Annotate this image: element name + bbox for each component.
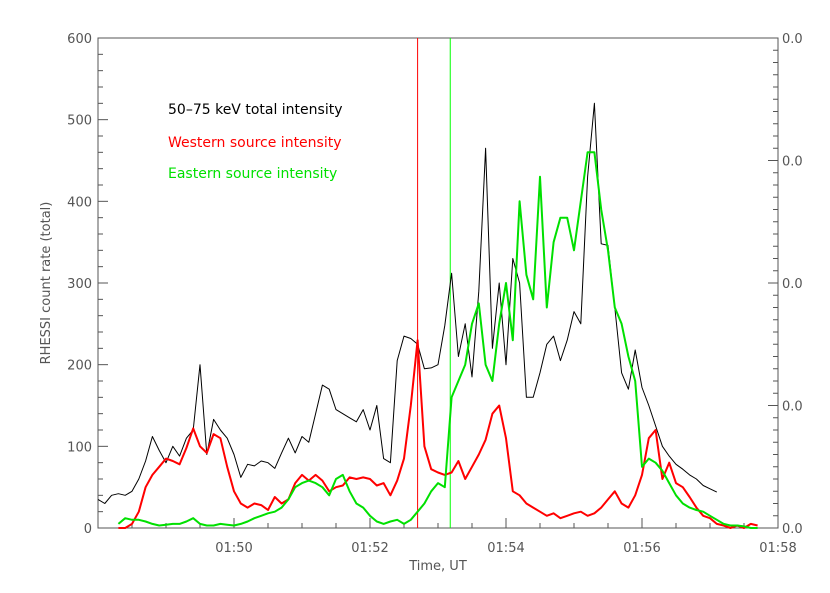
series-line-2 — [117, 151, 758, 529]
right-axis-ticks: 0.0 0.0 0.0 0.0 0.0 — [768, 32, 803, 537]
series-line-0 — [97, 102, 718, 504]
legend-entry-eastern: Eastern source intensity — [168, 166, 337, 182]
x-tick-label: 01:54 — [487, 541, 524, 556]
legend: 50–75 keV total intensity Western source… — [168, 102, 343, 182]
y-tick-label: 600 — [67, 32, 92, 47]
vertical-markers — [417, 38, 451, 528]
y-axis-title: RHESSI count rate (total) — [39, 202, 54, 365]
right-tick-label: 0.0 — [782, 400, 803, 415]
y-tick-label: 0 — [84, 522, 92, 537]
x-tick-label: 01:58 — [759, 541, 796, 556]
legend-entry-total: 50–75 keV total intensity — [168, 102, 343, 118]
legend-entry-western: Western source intensity — [168, 135, 342, 151]
y-axis-ticks: 0 100 200 300 400 500 600 — [67, 32, 108, 537]
series-lines — [97, 102, 758, 529]
y-tick-label: 300 — [67, 277, 92, 292]
right-tick-label: 0.0 — [782, 32, 803, 47]
x-tick-label: 01:50 — [215, 541, 252, 556]
x-tick-label: 01:56 — [623, 541, 660, 556]
right-tick-label: 0.0 — [782, 155, 803, 170]
y-tick-label: 500 — [67, 114, 92, 129]
right-tick-label: 0.0 — [782, 522, 803, 537]
series-line-1 — [118, 339, 758, 529]
y-tick-label: 200 — [67, 359, 92, 374]
x-axis-title: Time, UT — [408, 559, 467, 574]
y-tick-label: 400 — [67, 195, 92, 210]
y-tick-label: 100 — [67, 440, 92, 455]
right-tick-label: 0.0 — [782, 277, 803, 292]
x-tick-label: 01:52 — [351, 541, 388, 556]
x-axis-ticks: 01:50 01:52 01:54 01:56 01:58 — [131, 518, 797, 556]
